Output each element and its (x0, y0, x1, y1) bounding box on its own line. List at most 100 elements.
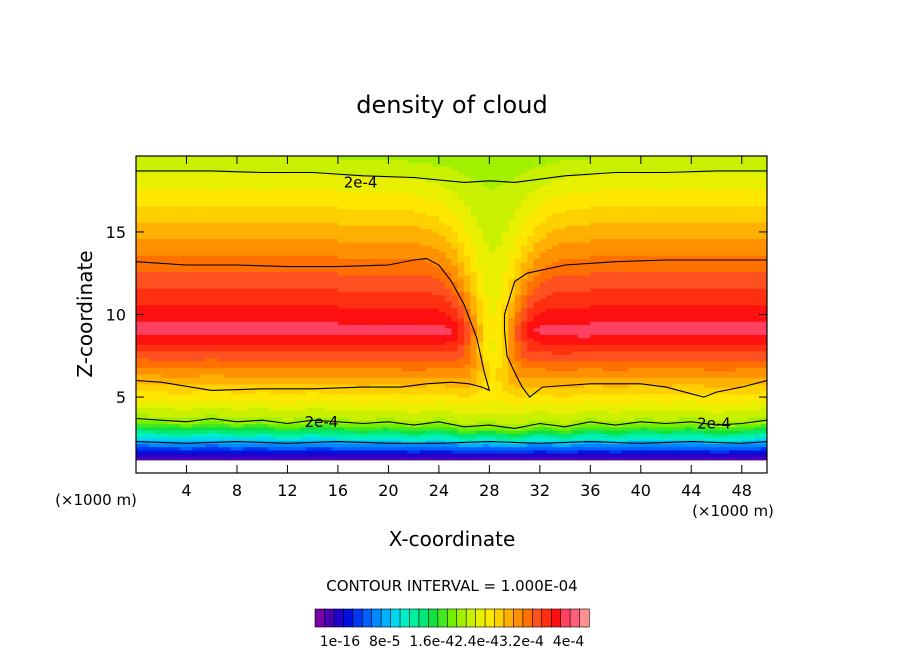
field-cell (350, 373, 358, 378)
field-cell (432, 314, 440, 319)
field-cell (344, 321, 352, 325)
field-cell (192, 225, 200, 230)
field-cell (407, 453, 415, 458)
field-cell (173, 423, 181, 428)
field-cell (148, 208, 156, 213)
field-cell (375, 195, 383, 200)
field-cell (337, 354, 345, 359)
field-cell (388, 344, 396, 349)
field-cell (419, 314, 427, 319)
field-cell (262, 159, 270, 164)
field-cell (344, 390, 352, 395)
field-cell (464, 416, 472, 421)
field-cell (426, 331, 434, 335)
field-cell (218, 433, 225, 438)
field-cell (375, 370, 383, 375)
field-cell (142, 261, 150, 266)
field-cell (413, 192, 421, 197)
field-cell (161, 255, 169, 259)
field-cell (255, 307, 263, 312)
field-cell (211, 357, 219, 362)
field-cell (388, 367, 396, 372)
field-cell (243, 307, 251, 312)
field-cell (344, 377, 352, 382)
field-cell (300, 159, 307, 164)
field-cell (350, 317, 358, 322)
field-cell (401, 264, 408, 269)
field-cell (363, 198, 371, 203)
field-cell (161, 400, 169, 405)
field-cell (293, 251, 301, 256)
field-cell (154, 433, 162, 438)
field-cell (142, 324, 150, 329)
field-cell (186, 420, 194, 425)
field-cell (236, 331, 244, 335)
field-cell (318, 248, 326, 253)
field-cell (236, 367, 244, 372)
field-cell (382, 383, 389, 388)
field-cell (186, 255, 194, 259)
field-cell (344, 311, 352, 316)
field-cell (419, 350, 427, 355)
field-cell (230, 258, 238, 263)
field-cell (249, 179, 257, 184)
field-cell (224, 423, 232, 428)
field-cell (407, 192, 415, 197)
field-cell (255, 393, 263, 398)
field-cell (205, 383, 213, 388)
field-cell (306, 261, 314, 266)
field-cell (388, 446, 396, 451)
field-cell (445, 185, 453, 190)
field-cell (161, 423, 169, 428)
field-cell (293, 195, 301, 200)
field-cell (375, 350, 383, 355)
field-cell (350, 255, 358, 259)
field-cell (325, 182, 333, 187)
field-cell (218, 162, 225, 167)
field-cell (287, 324, 295, 329)
field-cell (218, 165, 225, 170)
field-cell (363, 393, 371, 398)
field-cell (192, 350, 200, 355)
field-cell (432, 357, 440, 362)
field-cell (419, 225, 427, 230)
field-cell (230, 331, 238, 335)
field-cell (432, 403, 440, 408)
field-cell (407, 208, 415, 213)
field-cell (161, 416, 169, 421)
field-cell (293, 231, 301, 236)
field-cell (243, 340, 251, 345)
field-cell (236, 264, 244, 269)
field-cell (300, 189, 307, 193)
field-cell (180, 403, 188, 408)
field-cell (180, 446, 188, 451)
field-cell (318, 195, 326, 200)
field-cell (300, 324, 307, 329)
field-cell (457, 162, 465, 167)
field-cell (293, 354, 301, 359)
field-cell (154, 443, 162, 448)
field-cell (401, 245, 408, 250)
field-cell (457, 367, 465, 372)
field-cell (337, 169, 345, 174)
field-cell (136, 179, 143, 184)
field-cell (325, 228, 333, 233)
field-cell (249, 182, 257, 187)
field-cell (224, 215, 232, 220)
field-cell (148, 284, 156, 289)
field-cell (306, 453, 314, 458)
field-cell (218, 327, 225, 332)
field-cell (255, 360, 263, 365)
field-cell (445, 248, 453, 253)
field-cell (293, 347, 301, 352)
field-cell (281, 403, 289, 408)
field-cell (407, 255, 415, 259)
field-cell (281, 367, 289, 372)
field-cell (281, 397, 289, 401)
field-cell (211, 314, 219, 319)
field-cell (394, 327, 402, 332)
field-cell (255, 192, 263, 197)
field-cell (262, 397, 270, 401)
field-cell (293, 172, 301, 177)
field-cell (407, 307, 415, 312)
